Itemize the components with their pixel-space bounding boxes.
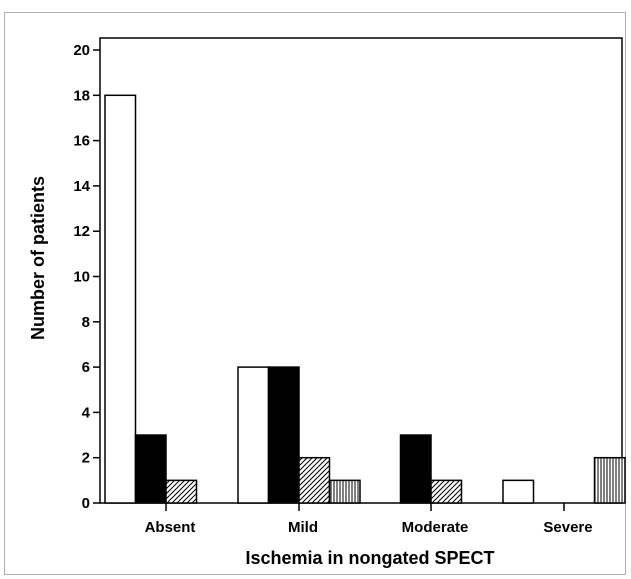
y-tick-label: 0 [82,495,90,512]
bar-severe-white [502,479,535,504]
bar-mild-vertical [328,479,361,504]
y-tick-label: 10 [73,269,90,286]
plot-area [99,37,623,504]
bar-severe-vertical [593,456,626,504]
bar-absent-solid [134,434,167,504]
x-axis-ticks: Absent Mild Moderate Severe [145,503,593,536]
y-tick-label: 8 [82,314,90,331]
bar-moderate-diagonal [430,479,463,504]
y-tick-label: 12 [73,223,90,240]
x-tick-label-mild: Mild [288,519,318,536]
y-tick-label: 6 [82,359,90,376]
y-tick-label: 2 [82,450,90,467]
plot-border [99,37,623,504]
x-axis-title: Ischemia in nongated SPECT [245,548,494,568]
x-tick-label-absent: Absent [145,519,196,536]
x-tick-label-severe: Severe [543,519,592,536]
y-tick-label: 4 [82,404,91,421]
bar-mild-solid [267,366,300,504]
y-axis-title: Number of patients [28,176,48,340]
y-tick-label: 18 [73,87,90,104]
y-tick-label: 20 [73,42,90,59]
bar-absent-white [104,94,137,504]
bar-moderate-solid [399,434,432,504]
bar-mild-white [237,366,270,504]
x-tick-label-moderate: Moderate [402,519,469,536]
bars [104,94,626,504]
y-tick-label: 14 [73,178,90,195]
y-axis-ticks: 0 2 4 6 8 10 12 14 16 18 20 [73,42,100,512]
bar-absent-diagonal [165,479,198,504]
bar-mild-diagonal [298,456,331,504]
y-tick-label: 16 [73,133,90,150]
